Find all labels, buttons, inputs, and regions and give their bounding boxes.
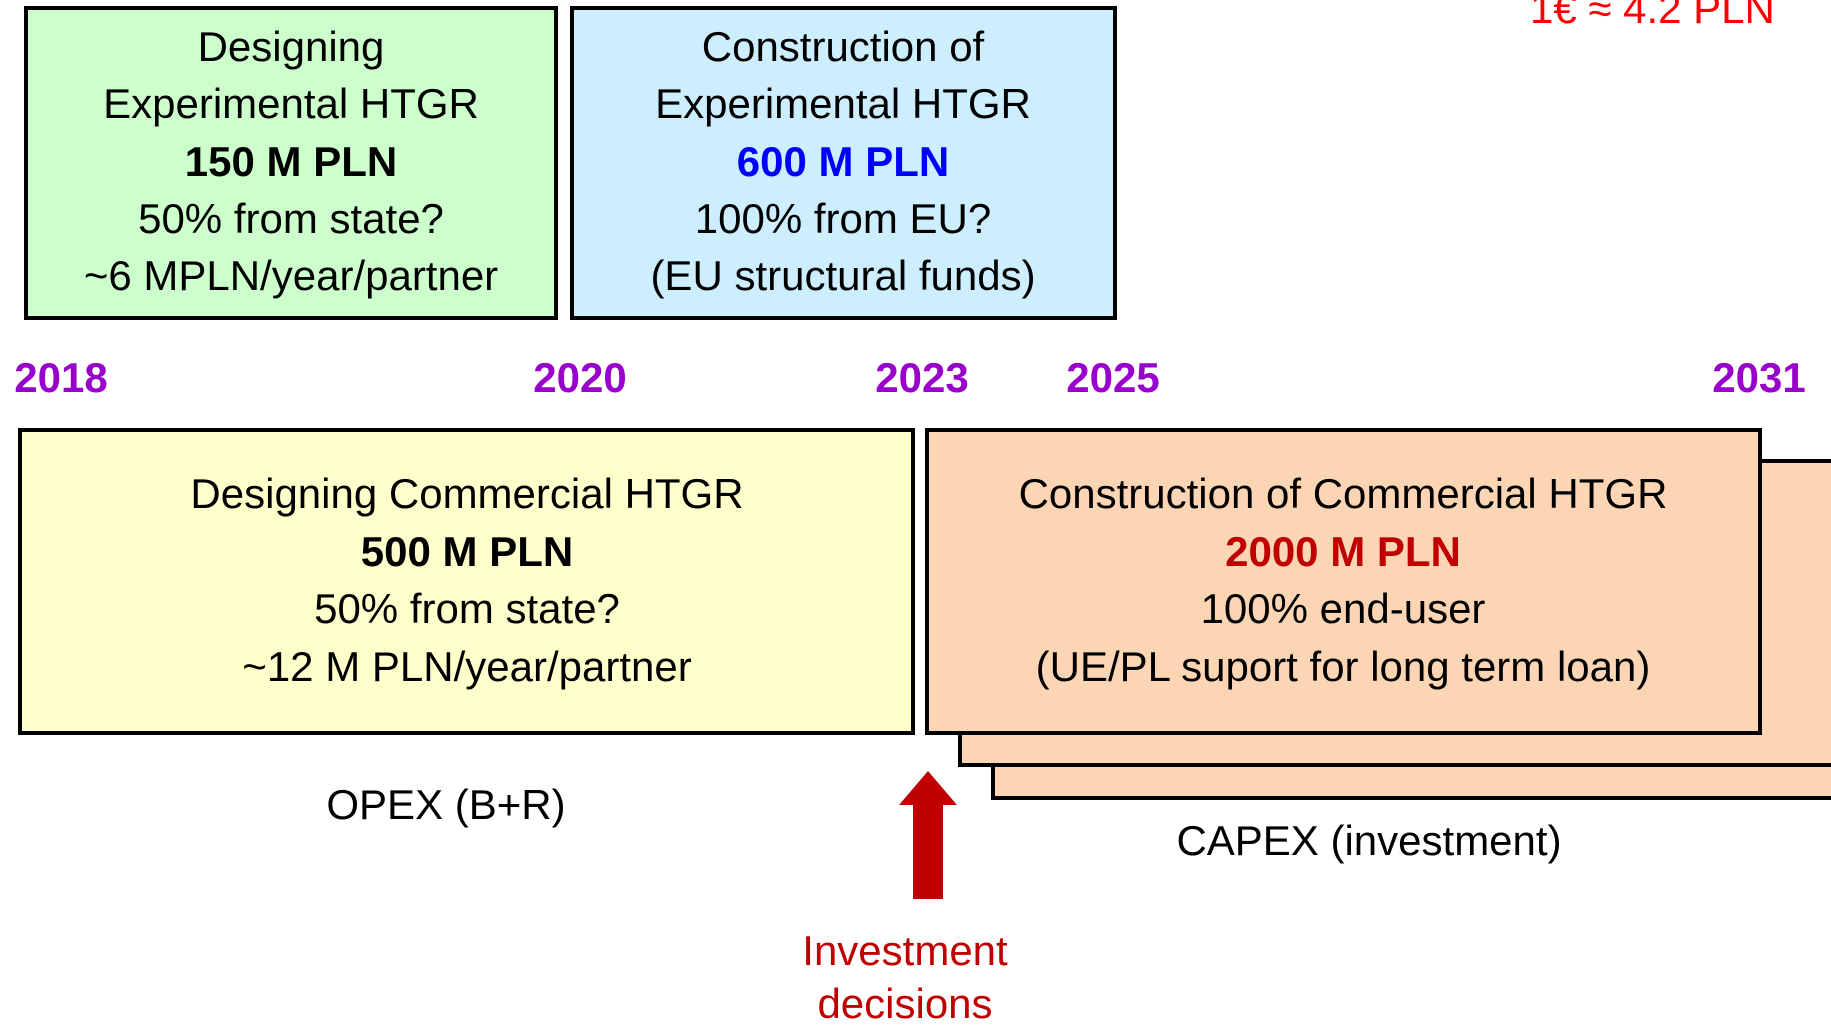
box-line: (UE/PL suport for long term loan) [1036, 643, 1651, 690]
box-line: 2000 M PLN [1225, 528, 1461, 575]
box-design-experimental [24, 6, 558, 320]
box-construct-experimental [570, 6, 1117, 320]
exchange-rate: 1€ ≈ 4.2 PLN [1530, 0, 1775, 32]
box-line: 100% from EU? [695, 195, 991, 242]
box-line: ~6 MPLN/year/partner [84, 252, 498, 299]
year: 2023 [875, 354, 968, 401]
investment-label: decisions [817, 980, 992, 1027]
year: 2020 [533, 354, 626, 401]
decision-arrow [899, 771, 957, 899]
box-line: 50% from state? [314, 585, 620, 632]
box-design-commercial [18, 428, 915, 735]
box-line: ~12 M PLN/year/partner [242, 643, 691, 690]
opex-label: OPEX (B+R) [326, 781, 565, 828]
year: 2031 [1712, 354, 1805, 401]
box-line: Construction of Commercial HTGR [1019, 470, 1668, 517]
investment-label: Investment [802, 927, 1008, 974]
box-line: Experimental HTGR [655, 80, 1031, 127]
box-line: 100% end-user [1201, 585, 1486, 632]
box-line: Experimental HTGR [103, 80, 479, 127]
box-line: Designing Commercial HTGR [190, 470, 743, 517]
box-line: (EU structural funds) [650, 252, 1035, 299]
box-line: 50% from state? [138, 195, 444, 242]
box-line: 150 M PLN [185, 138, 397, 185]
box-line: 500 M PLN [361, 528, 573, 575]
box-line: Construction of [702, 23, 985, 70]
year: 2025 [1066, 354, 1159, 401]
box-line: Designing [198, 23, 385, 70]
year: 2018 [14, 354, 107, 401]
box-construct-commercial [925, 428, 1762, 735]
capex-label: CAPEX (investment) [1176, 817, 1561, 864]
box-line: 600 M PLN [737, 138, 949, 185]
